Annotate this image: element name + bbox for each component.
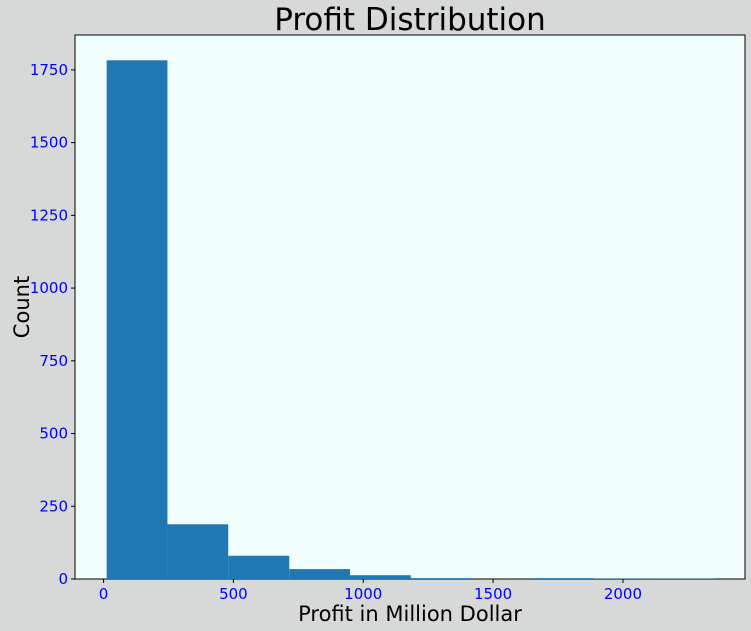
y-tick-label: 1750 [30,61,68,79]
y-axis-ticks: 0 250 500 750 1000 1250 1500 1750 [30,61,75,588]
x-tick-label: 1500 [474,585,512,603]
histogram-bar-8 [532,578,594,579]
y-tick-label: 1000 [30,279,68,297]
histogram-bar-2 [167,524,229,579]
histogram-bar-5 [350,575,411,579]
histogram-bar-6 [410,578,472,579]
plot-area [74,34,746,580]
y-axis-label: Count [10,276,34,338]
bars-group [106,60,716,580]
y-tick-label: 750 [39,352,68,370]
x-axis-label: Profit in Million Dollar [298,602,522,626]
histogram-bar-3 [228,555,290,579]
x-tick-label: 2000 [604,585,642,603]
x-tick-label: 1000 [344,585,382,603]
y-tick-label: 1500 [30,134,68,152]
y-tick-label: 250 [39,497,68,515]
y-tick-label: 500 [39,425,68,443]
histogram-bar-1 [106,60,168,580]
histogram-bar-4 [289,569,351,579]
chart-title: Profit Distribution [274,2,546,38]
y-tick-label: 1250 [30,206,68,224]
x-tick-label: 500 [219,585,248,603]
x-tick-label: 0 [99,585,109,603]
y-tick-label: 0 [58,570,68,588]
x-axis-ticks: 0 500 1000 1500 2000 [99,579,642,603]
